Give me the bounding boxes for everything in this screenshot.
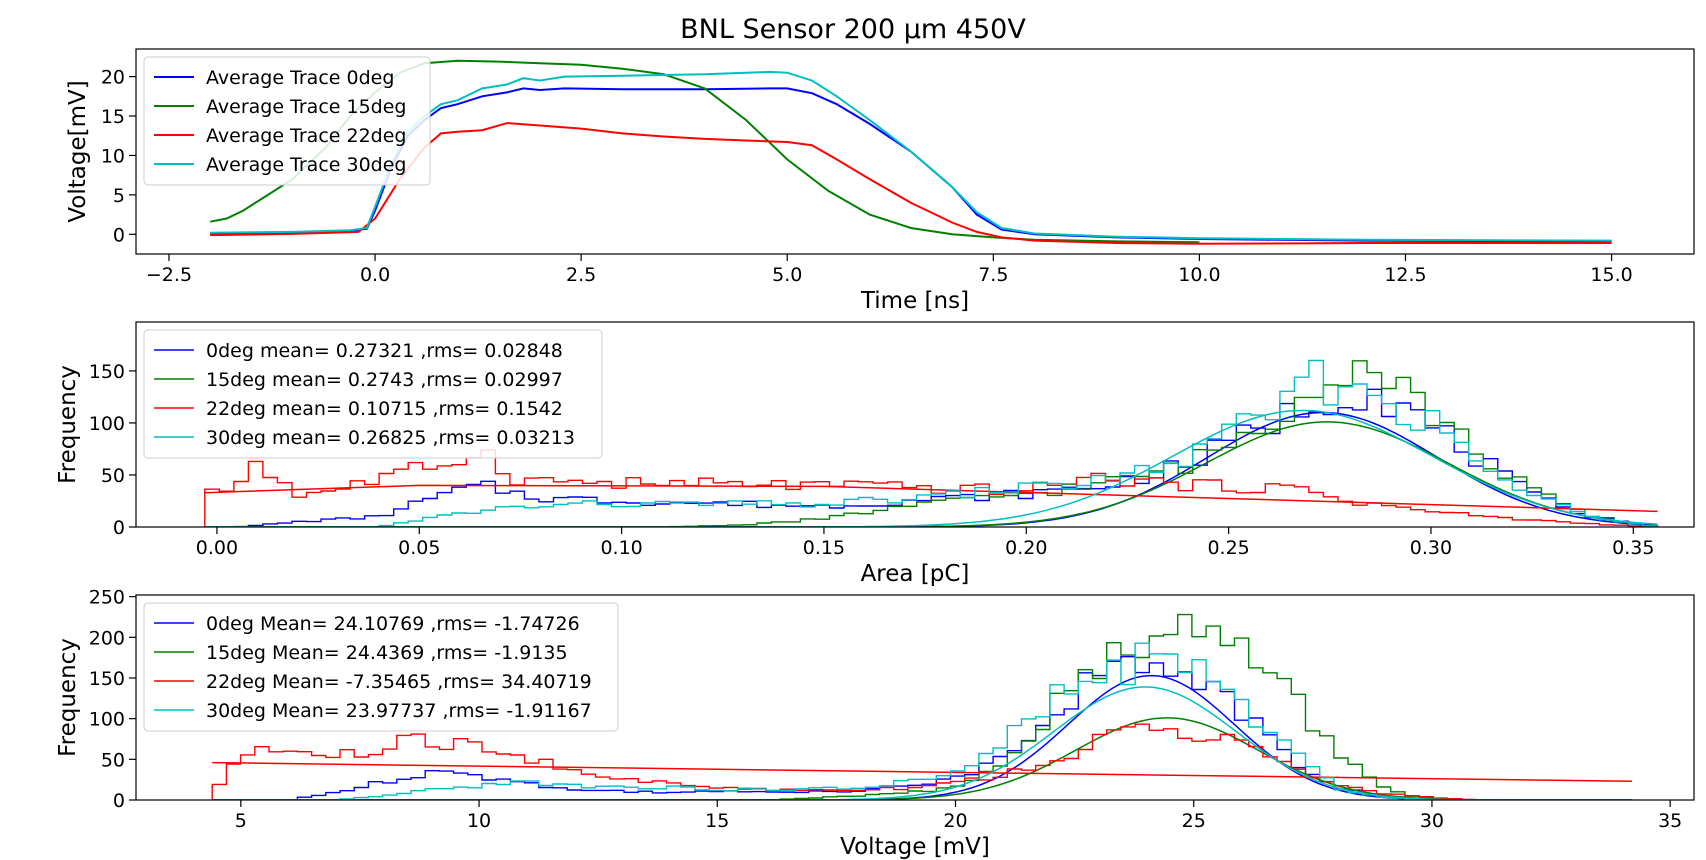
- x-tick-label: 7.5: [978, 264, 1008, 286]
- x-tick-label: 15: [705, 810, 729, 832]
- x-tick-label: 0.00: [196, 537, 238, 559]
- x-tick-label: 0.10: [600, 537, 642, 559]
- legend-label-30deg: 30deg Mean= 23.97737 ,rms= -1.91167: [206, 700, 592, 722]
- y-axis-label: Frequency: [55, 638, 81, 757]
- histogram-22deg: [204, 449, 1659, 527]
- y-tick-label: 20: [101, 67, 125, 89]
- x-tick-label: 0.30: [1410, 537, 1452, 559]
- y-axis-label: Frequency: [55, 365, 81, 484]
- axes-frame: [135, 594, 1695, 801]
- x-axis-label: Voltage [mV]: [840, 834, 990, 860]
- y-tick-label: 5: [113, 185, 125, 207]
- y-tick-label: 50: [101, 465, 125, 487]
- area-histogram-panel: 0.00 0.05 0.10 0.15 0.20 0.25 0.30 0.35 0 50 100 15…: [55, 321, 1695, 587]
- y-tick-label: 0: [113, 790, 125, 812]
- x-tick-label: 12.5: [1384, 264, 1426, 286]
- legend-label-0deg: 0deg Mean= 24.10769 ,rms= -1.74726: [206, 613, 580, 635]
- y-tick-label: 150: [89, 668, 125, 690]
- x-tick-label: −2.5: [146, 264, 192, 286]
- histogram-30deg: [204, 359, 1659, 527]
- y-axis-label: Voltage[mV]: [65, 80, 91, 222]
- y-tick-label: 200: [89, 627, 125, 649]
- legend-label-22deg: 22deg Mean= -7.35465 ,rms= 34.40719: [206, 671, 592, 693]
- axes-frame: [135, 48, 1695, 255]
- fit-curve-30deg: [204, 409, 1658, 527]
- fit-curve-22deg: [212, 761, 1633, 783]
- y-tick-label: 150: [89, 361, 125, 383]
- legend-label-30deg: Average Trace 30deg: [206, 154, 407, 176]
- trace-panel: −2.5 0.0 2.5 5.0 7.5 10.0 12.5 15.0 0 5 10 15 20 Time…: [65, 48, 1695, 314]
- x-tick-label: 0.35: [1612, 537, 1654, 559]
- y-tick-label: 10: [101, 145, 125, 167]
- legend-box: [143, 56, 431, 186]
- legend-box: [143, 329, 603, 459]
- x-tick-label: 25: [1182, 810, 1206, 832]
- y-tick-label: 0: [113, 224, 125, 246]
- x-tick-label: 0.0: [360, 264, 390, 286]
- legend-box: [143, 602, 619, 732]
- figure-title: BNL Sensor 200 µm 450V: [680, 14, 1026, 45]
- legend-label-15deg: Average Trace 15deg: [206, 96, 407, 118]
- y-tick-label: 250: [89, 587, 125, 609]
- y-tick-label: 100: [89, 413, 125, 435]
- x-tick-label: 5: [235, 810, 247, 832]
- legend-label-30deg: 30deg mean= 0.26825 ,rms= 0.03213: [206, 427, 575, 449]
- x-tick-label: 0.25: [1207, 537, 1249, 559]
- axes-frame: [135, 321, 1695, 528]
- y-tick-label: 0: [113, 517, 125, 539]
- legend-label-22deg: Average Trace 22deg: [206, 125, 407, 147]
- x-tick-label: 15.0: [1590, 264, 1632, 286]
- x-tick-label: 5.0: [772, 264, 802, 286]
- histogram-15deg: [204, 360, 1659, 527]
- x-tick-label: 20: [943, 810, 967, 832]
- legend-label-15deg: 15deg mean= 0.2743 ,rms= 0.02997: [206, 369, 563, 391]
- x-tick-label: 10: [467, 810, 491, 832]
- histogram-15deg: [212, 613, 1633, 800]
- histogram-30deg: [212, 642, 1633, 800]
- x-tick-label: 0.15: [803, 537, 845, 559]
- x-tick-label: 2.5: [566, 264, 596, 286]
- x-tick-label: 0.05: [398, 537, 440, 559]
- x-tick-label: 0.20: [1005, 537, 1047, 559]
- fit-curve-22deg: [204, 484, 1658, 513]
- x-tick-label: 35: [1658, 810, 1682, 832]
- y-tick-label: 50: [101, 749, 125, 771]
- x-tick-label: 10.0: [1178, 264, 1220, 286]
- x-axis-label: Area [pC]: [861, 561, 970, 587]
- legend-label-0deg: Average Trace 0deg: [206, 67, 394, 89]
- legend-label-22deg: 22deg mean= 0.10715 ,rms= 0.1542: [206, 398, 563, 420]
- y-tick-label: 15: [101, 106, 125, 128]
- y-tick-label: 100: [89, 709, 125, 731]
- legend-label-15deg: 15deg Mean= 24.4369 ,rms= -1.9135: [206, 642, 568, 664]
- plot-area: [211, 613, 1633, 800]
- fit-curve-15deg: [212, 717, 1633, 800]
- fit-curve-30deg: [212, 686, 1633, 800]
- x-axis-label: Time [ns]: [860, 288, 969, 314]
- legend-label-0deg: 0deg mean= 0.27321 ,rms= 0.02848: [206, 340, 563, 362]
- x-tick-label: 30: [1420, 810, 1444, 832]
- voltage-histogram-panel: 5 10 15 20 25 30 35 0 50 100 150 200 250 Voltage [mV]…: [55, 587, 1695, 860]
